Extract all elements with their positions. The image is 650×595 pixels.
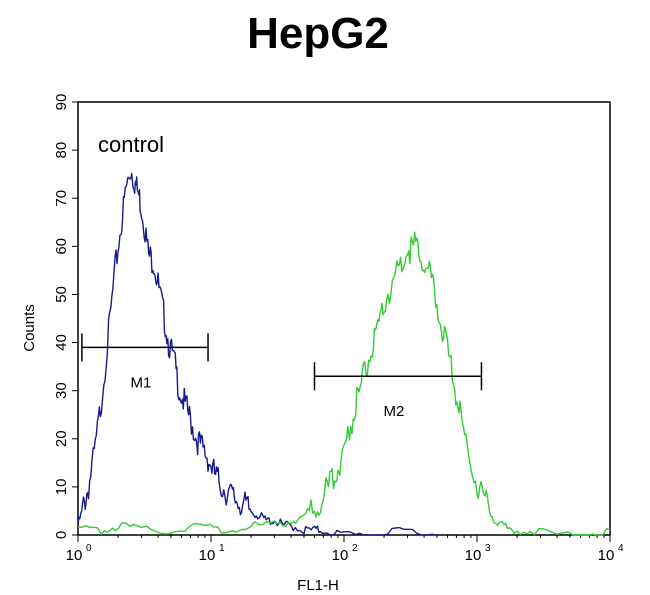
x-tick-label: 10 [66, 547, 83, 564]
y-tick-label: 80 [53, 142, 70, 159]
x-tick-exponent: 1 [219, 543, 225, 554]
marker-label-m2: M2 [384, 403, 405, 420]
marker-label-m1: M1 [131, 374, 152, 391]
y-tick-label: 0 [53, 531, 70, 539]
x-tick-label: 10 [598, 547, 615, 564]
series-line-2 [77, 231, 611, 536]
y-axis-label: Counts [21, 304, 38, 352]
x-tick-exponent: 2 [352, 543, 358, 554]
x-tick-exponent: 0 [86, 543, 92, 554]
y-tick-label: 40 [53, 334, 70, 351]
y-tick-label: 30 [53, 382, 70, 399]
y-axis: 0 10 20 30 40 50 60 70 80 90 [53, 94, 78, 539]
series-line-1 [77, 172, 438, 536]
plot-frame [77, 101, 611, 536]
x-tick-exponent: 3 [485, 543, 491, 554]
x-tick-label: 10 [199, 547, 216, 564]
x-axis: 10 0 10 1 10 2 10 3 10 4 [66, 535, 624, 564]
x-axis-label: FL1-H [297, 577, 339, 594]
y-tick-label: 60 [53, 238, 70, 255]
x-tick-label: 10 [465, 547, 482, 564]
y-tick-label: 90 [53, 94, 70, 111]
y-tick-label: 10 [53, 479, 70, 496]
chart-title: HepG2 [247, 9, 389, 58]
y-tick-label: 70 [53, 190, 70, 207]
x-tick-exponent: 4 [618, 543, 624, 554]
control-annotation: control [98, 132, 164, 157]
series-layer [77, 172, 611, 536]
y-tick-label: 20 [53, 430, 70, 447]
marker-layer: M1 M2 [81, 333, 483, 420]
x-tick-label: 10 [332, 547, 349, 564]
y-tick-label: 50 [53, 286, 70, 303]
